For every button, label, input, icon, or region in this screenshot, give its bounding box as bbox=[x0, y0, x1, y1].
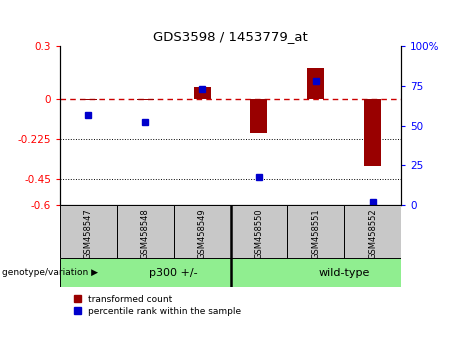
Text: p300 +/-: p300 +/- bbox=[149, 268, 198, 278]
Text: GSM458551: GSM458551 bbox=[311, 208, 320, 259]
Bar bbox=[60, 205, 117, 258]
Bar bbox=[250, 99, 267, 133]
Bar bbox=[80, 99, 97, 100]
Bar bbox=[287, 205, 344, 258]
Text: wild-type: wild-type bbox=[319, 268, 370, 278]
Legend: transformed count, percentile rank within the sample: transformed count, percentile rank withi… bbox=[74, 295, 241, 315]
Bar bbox=[136, 99, 154, 100]
Bar bbox=[194, 87, 211, 99]
Text: GSM458548: GSM458548 bbox=[141, 208, 150, 259]
Bar bbox=[117, 205, 174, 258]
Text: genotype/variation ▶: genotype/variation ▶ bbox=[2, 268, 98, 277]
Bar bbox=[230, 205, 287, 258]
Bar bbox=[174, 205, 230, 258]
Bar bbox=[364, 99, 381, 166]
Bar bbox=[230, 258, 401, 287]
Bar bbox=[307, 68, 324, 99]
Text: GSM458547: GSM458547 bbox=[84, 208, 93, 259]
Text: GSM458549: GSM458549 bbox=[198, 208, 207, 259]
Text: GSM458550: GSM458550 bbox=[254, 208, 263, 259]
Bar bbox=[344, 205, 401, 258]
Title: GDS3598 / 1453779_at: GDS3598 / 1453779_at bbox=[153, 30, 308, 44]
Text: GSM458552: GSM458552 bbox=[368, 208, 377, 259]
Bar bbox=[60, 258, 230, 287]
